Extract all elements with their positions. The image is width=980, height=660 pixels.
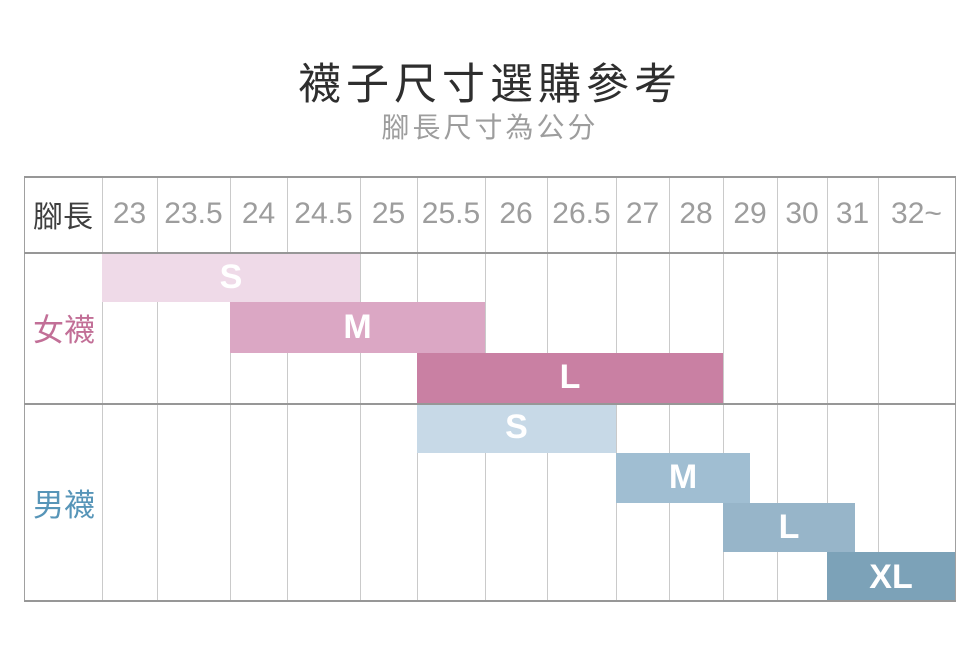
- column-header-29: 29: [733, 197, 767, 230]
- label-column-divider: [102, 176, 103, 602]
- column-header-24: 24: [241, 197, 276, 230]
- column-header-24.5: 24.5: [294, 197, 353, 230]
- grid-line-vertical: [287, 176, 288, 602]
- bar-men-m: M: [616, 452, 750, 503]
- grid-line-vertical: [723, 176, 724, 602]
- column-header-25: 25: [371, 197, 406, 230]
- column-header-28: 28: [679, 197, 713, 230]
- column-header-26.5: 26.5: [552, 197, 611, 230]
- table-top-border: [24, 176, 956, 178]
- bar-men-l: L: [723, 502, 856, 553]
- table-bottom-border: [24, 600, 956, 602]
- row-label-women: 女襪: [33, 313, 95, 348]
- grid-line-vertical: [777, 176, 778, 602]
- table-left-border: [24, 176, 25, 602]
- grid-line-vertical: [230, 176, 231, 602]
- grid-line-vertical: [157, 176, 158, 602]
- row-label-men: 男襪: [33, 488, 95, 523]
- bar-women-m: M: [230, 302, 485, 353]
- column-header-30: 30: [785, 197, 819, 230]
- bar-women-l: L: [417, 352, 723, 403]
- section-divider: [24, 403, 956, 405]
- column-header-26: 26: [499, 197, 533, 230]
- header-divider: [24, 252, 956, 254]
- column-header-25.5: 25.5: [421, 197, 481, 230]
- bar-men-s: S: [417, 403, 616, 453]
- foot-length-header: 腳長: [33, 201, 93, 234]
- column-header-23: 23: [112, 197, 147, 230]
- chart-subtitle: 腳長尺寸為公分: [381, 112, 599, 143]
- grid-line-vertical: [360, 176, 361, 602]
- bar-women-s: S: [102, 252, 360, 303]
- grid-line-vertical: [878, 176, 879, 602]
- column-header-32~: 32~: [891, 197, 942, 230]
- grid-line-vertical: [827, 176, 828, 602]
- table-right-border: [955, 176, 956, 602]
- column-header-31: 31: [835, 197, 870, 230]
- bar-men-xl: XL: [827, 552, 955, 602]
- column-header-27: 27: [625, 197, 660, 230]
- chart-title: 襪子尺寸選購參考: [298, 61, 682, 109]
- column-header-23.5: 23.5: [164, 197, 223, 230]
